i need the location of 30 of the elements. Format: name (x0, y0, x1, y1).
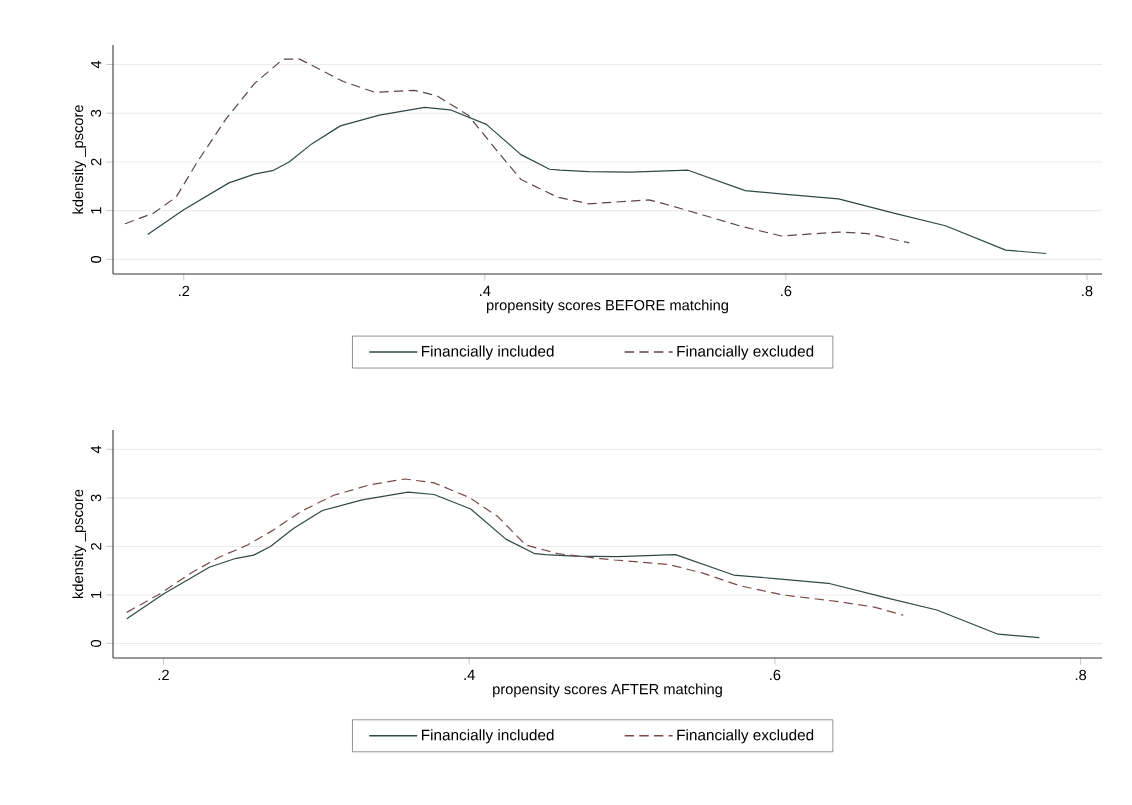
y-tick-label: 2 (90, 543, 102, 550)
y-axis-title: kdensity _pscore (72, 105, 87, 214)
x-tick-label: .2 (178, 285, 190, 297)
x-tick-label: .6 (770, 669, 781, 681)
legend-label: Financially included (421, 345, 554, 360)
legend-label: Financially excluded (677, 729, 814, 744)
y-tick-label: 4 (91, 60, 102, 69)
x-tick-label: .6 (781, 285, 792, 297)
legend-label: Financially included (421, 729, 554, 744)
line-series (126, 491, 1040, 639)
y-tick-label: 1 (91, 207, 102, 214)
line-series (124, 58, 910, 244)
x-tick-label: .2 (158, 669, 169, 681)
y-tick-label: 2 (90, 158, 102, 166)
x-tick-label: .8 (1082, 285, 1093, 297)
y-tick-label: 0 (90, 639, 102, 647)
line-series (126, 478, 904, 616)
x-tick-label: .4 (464, 669, 475, 680)
y-tick-label: 4 (91, 445, 102, 454)
y-tick-label: 1 (91, 591, 102, 598)
y-tick-label: 0 (90, 255, 102, 263)
y-tick-label: 3 (90, 109, 102, 117)
line-series (147, 106, 1047, 255)
y-tick-label: 3 (90, 494, 102, 502)
x-axis-title: propensity scores BEFORE matching (486, 299, 728, 314)
x-axis-title: propensity scores AFTER matching (493, 683, 722, 698)
x-tick-label: .4 (480, 285, 491, 296)
legend-label: Financially excluded (677, 345, 814, 360)
y-axis-title: kdensity _pscore (72, 489, 87, 599)
x-tick-label: .8 (1075, 669, 1087, 681)
